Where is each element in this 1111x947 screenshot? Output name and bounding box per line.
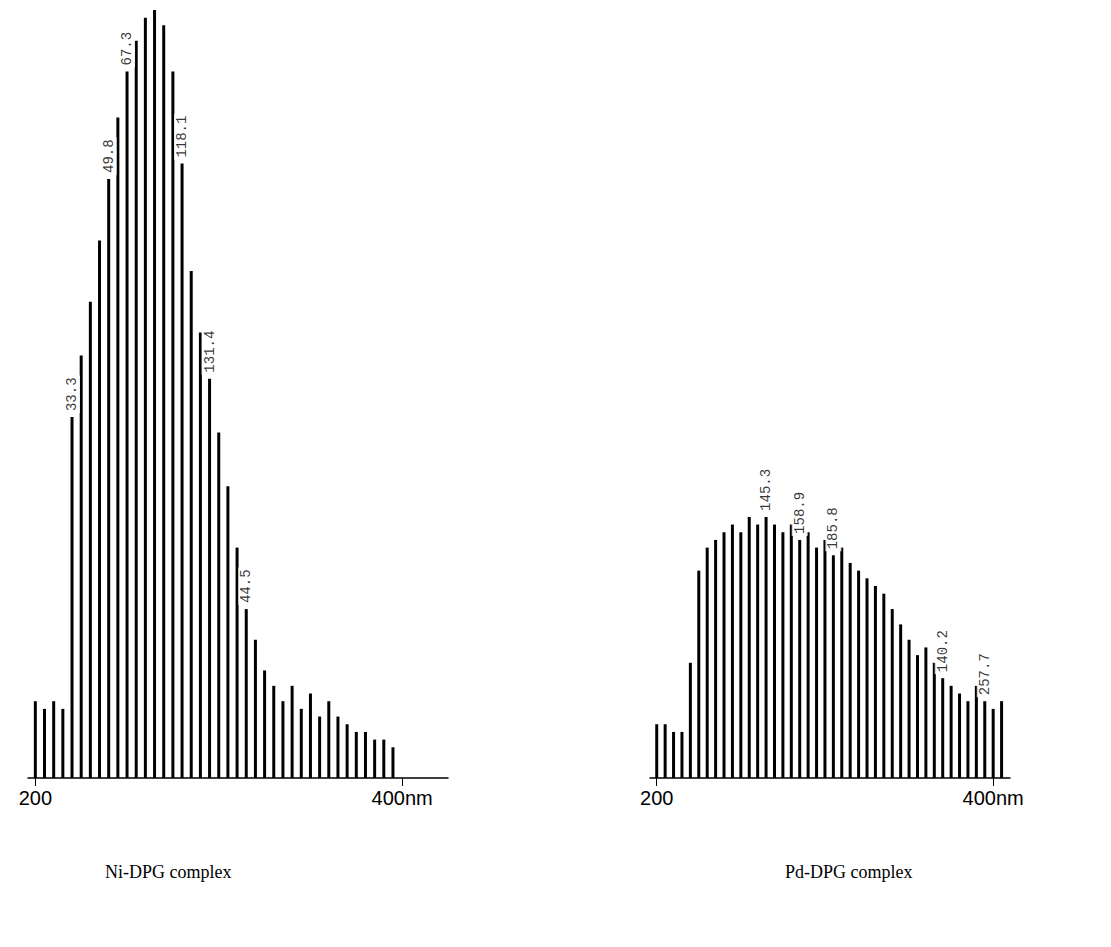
svg-text:131.4: 131.4 xyxy=(202,331,218,373)
svg-text:118.1: 118.1 xyxy=(174,116,190,158)
svg-text:185.8: 185.8 xyxy=(825,507,841,549)
svg-text:158.9: 158.9 xyxy=(792,492,808,534)
svg-text:49.8: 49.8 xyxy=(101,139,117,173)
svg-text:400nm: 400nm xyxy=(372,787,433,809)
svg-text:400nm: 400nm xyxy=(963,787,1024,809)
svg-text:145.3: 145.3 xyxy=(758,469,774,511)
svg-text:140.2: 140.2 xyxy=(935,630,951,672)
svg-text:200: 200 xyxy=(19,787,52,809)
svg-text:Ni-DPG complex: Ni-DPG complex xyxy=(105,862,231,882)
svg-text:Pd-DPG complex: Pd-DPG complex xyxy=(785,862,913,882)
svg-text:257.7: 257.7 xyxy=(977,653,993,695)
svg-text:67.3: 67.3 xyxy=(119,32,135,66)
svg-text:33.3: 33.3 xyxy=(64,377,80,411)
svg-text:200: 200 xyxy=(640,787,673,809)
svg-text:44.5: 44.5 xyxy=(238,569,254,603)
